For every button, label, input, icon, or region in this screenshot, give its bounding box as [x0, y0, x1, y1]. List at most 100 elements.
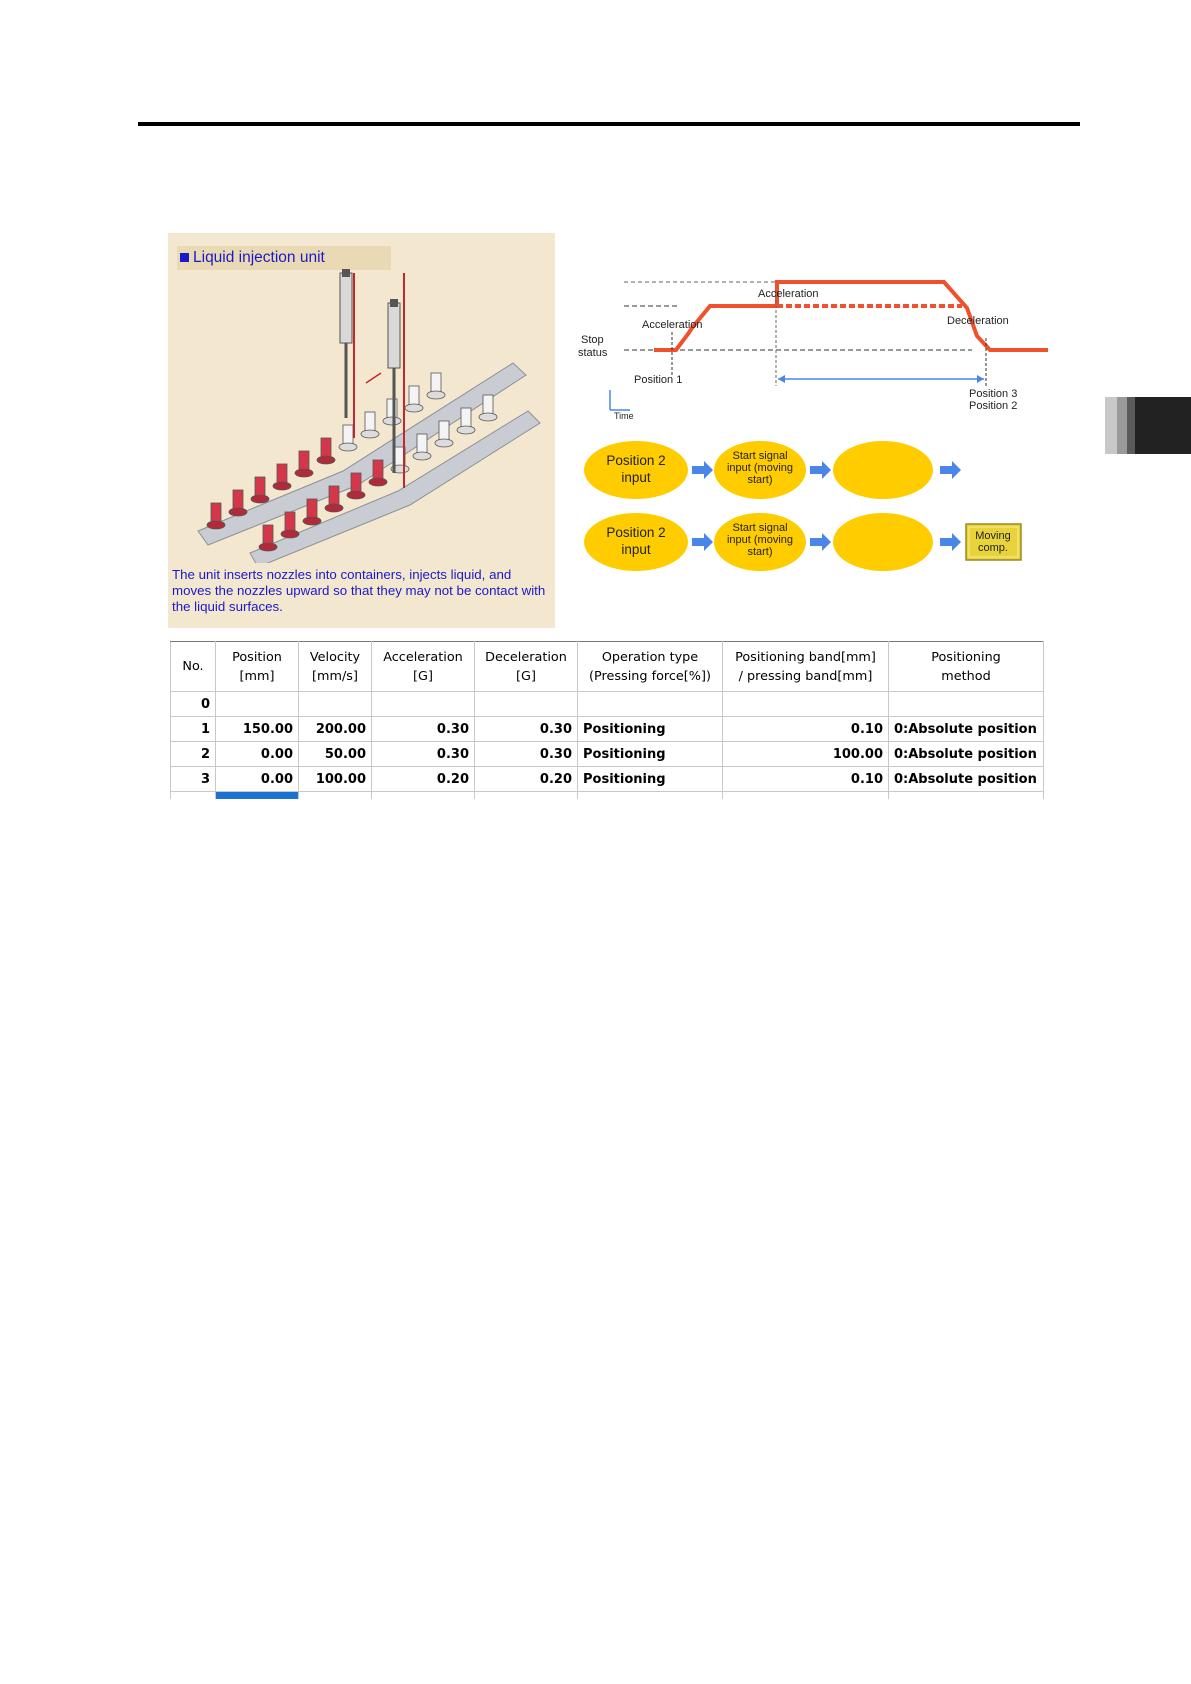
- container-base: [368, 477, 388, 487]
- table-row[interactable]: 0: [170, 691, 1044, 717]
- container-base: [302, 516, 322, 526]
- svg-text:Position 2: Position 2: [606, 525, 665, 540]
- label-stop-status: status: [578, 347, 608, 359]
- liquid-injection-illustration: Liquid injection unit The unit inserts n…: [168, 233, 555, 628]
- container-base: [426, 390, 446, 400]
- flow-step-start-signal: [714, 513, 806, 571]
- flow-arrow-icon: [810, 533, 831, 551]
- col-header-no: No.: [170, 641, 216, 692]
- timing-chart: Acceleration Acceleration Deceleration S…: [578, 280, 1048, 571]
- col-header-velocity: Velocity [mm/s]: [298, 641, 372, 692]
- svg-text:start): start): [747, 474, 772, 486]
- cell-position[interactable]: 150.00: [215, 716, 299, 742]
- container-base: [324, 503, 344, 513]
- container-base: [294, 468, 314, 478]
- selected-cell[interactable]: [215, 791, 299, 799]
- illustration-caption: The unit inserts nozzles into containers…: [172, 567, 546, 614]
- col-header-acceleration: Acceleration [G]: [371, 641, 475, 692]
- header-rule: [138, 122, 1080, 126]
- svg-text:start): start): [747, 546, 772, 558]
- cell-positioning-band[interactable]: 0.10: [722, 766, 889, 792]
- flow-step-position2-input: [584, 441, 688, 499]
- cell-positioning-method[interactable]: 0:Absolute position: [888, 741, 1044, 767]
- svg-text:input: input: [621, 542, 651, 557]
- chapter-tab: [1105, 397, 1191, 454]
- svg-text:input (moving: input (moving: [727, 462, 793, 474]
- cell-position[interactable]: 0.00: [215, 741, 299, 767]
- cell-deceleration[interactable]: 0.20: [474, 766, 578, 792]
- svg-text:comp.: comp.: [978, 542, 1008, 554]
- cell-no: 2: [170, 741, 216, 767]
- label-stop-status: Stop: [581, 334, 604, 346]
- cell-no: 0: [170, 691, 216, 717]
- cell-positioning-band[interactable]: 0.10: [722, 716, 889, 742]
- flow-arrow-icon: [940, 533, 961, 551]
- cell-no: 1: [170, 716, 216, 742]
- cell-acceleration[interactable]: [371, 691, 475, 717]
- table-row[interactable]: 1 150.00 200.00 0.30 0.30 Positioning 0.…: [170, 716, 1044, 742]
- svg-text:Position 2: Position 2: [606, 453, 665, 468]
- col-header-operation-type: Operation type (Pressing force[%]): [577, 641, 723, 692]
- cell-positioning-method[interactable]: 0:Absolute position: [888, 716, 1044, 742]
- table-row-partial: [170, 791, 1044, 799]
- cell-operation-type[interactable]: Positioning: [577, 716, 723, 742]
- flow-arrow-icon: [692, 461, 713, 479]
- col-header-position: Position [mm]: [215, 641, 299, 692]
- container-base: [258, 542, 278, 552]
- cell-positioning-band[interactable]: [722, 691, 889, 717]
- cell-operation-type[interactable]: [577, 691, 723, 717]
- label-time: Time: [614, 411, 634, 421]
- cell-no: 3: [170, 766, 216, 792]
- cell-positioning-band[interactable]: 100.00: [722, 741, 889, 767]
- label-position3: Position 3: [969, 388, 1017, 400]
- flow-step-start-signal: [714, 441, 806, 499]
- cell-deceleration[interactable]: [474, 691, 578, 717]
- flow-arrow-icon: [810, 461, 831, 479]
- cell-positioning-method[interactable]: [888, 691, 1044, 717]
- cell-positioning-method[interactable]: 0:Absolute position: [888, 766, 1044, 792]
- container-base: [346, 490, 366, 500]
- container-base: [280, 529, 300, 539]
- label-deceleration: Deceleration: [947, 315, 1009, 327]
- table-row[interactable]: 2 0.00 50.00 0.30 0.30 Positioning 100.0…: [170, 741, 1044, 767]
- container-base: [206, 520, 226, 530]
- svg-text:Start signal: Start signal: [732, 522, 787, 534]
- col-header-deceleration: Deceleration [G]: [474, 641, 578, 692]
- cell-velocity[interactable]: 200.00: [298, 716, 372, 742]
- container-base: [360, 429, 380, 439]
- cell-operation-type[interactable]: Positioning: [577, 766, 723, 792]
- col-header-positioning-band: Positioning band[mm] / pressing band[mm]: [722, 641, 889, 692]
- flow-arrow-icon: [940, 461, 961, 479]
- flow-arrow-icon: [692, 533, 713, 551]
- bullet-square-icon: [180, 253, 189, 262]
- label-position2: Position 2: [969, 400, 1017, 412]
- svg-text:input: input: [621, 470, 651, 485]
- cell-position[interactable]: 0.00: [215, 766, 299, 792]
- nozzle-unit-drawing: [197, 269, 541, 563]
- container-base: [478, 412, 498, 422]
- col-header-positioning-method: Positioning method: [888, 641, 1044, 692]
- container-base: [434, 438, 454, 448]
- container-base: [228, 507, 248, 517]
- cell-acceleration[interactable]: 0.20: [371, 766, 475, 792]
- position-table: No. Position [mm] Velocity [mm/s] Accelera…: [170, 641, 1044, 799]
- container-base: [382, 416, 402, 426]
- cell-velocity[interactable]: 100.00: [298, 766, 372, 792]
- table-row[interactable]: 3 0.00 100.00 0.20 0.20 Positioning 0.10…: [170, 766, 1044, 792]
- cell-acceleration[interactable]: 0.30: [371, 741, 475, 767]
- label-acceleration-top: Acceleration: [758, 288, 819, 300]
- container-base: [412, 451, 432, 461]
- velocity-profile-line: [772, 280, 1048, 352]
- cell-velocity[interactable]: 50.00: [298, 741, 372, 767]
- container-base: [404, 403, 424, 413]
- svg-text:Moving: Moving: [975, 530, 1010, 542]
- cell-velocity[interactable]: [298, 691, 372, 717]
- table-header-row: No. Position [mm] Velocity [mm/s] Accelera…: [170, 641, 1044, 692]
- cell-deceleration[interactable]: 0.30: [474, 716, 578, 742]
- cell-acceleration[interactable]: 0.30: [371, 716, 475, 742]
- cell-operation-type[interactable]: Positioning: [577, 741, 723, 767]
- cell-deceleration[interactable]: 0.30: [474, 741, 578, 767]
- container-base: [456, 425, 476, 435]
- cell-position[interactable]: [215, 691, 299, 717]
- illustration-title: Liquid injection unit: [177, 246, 391, 270]
